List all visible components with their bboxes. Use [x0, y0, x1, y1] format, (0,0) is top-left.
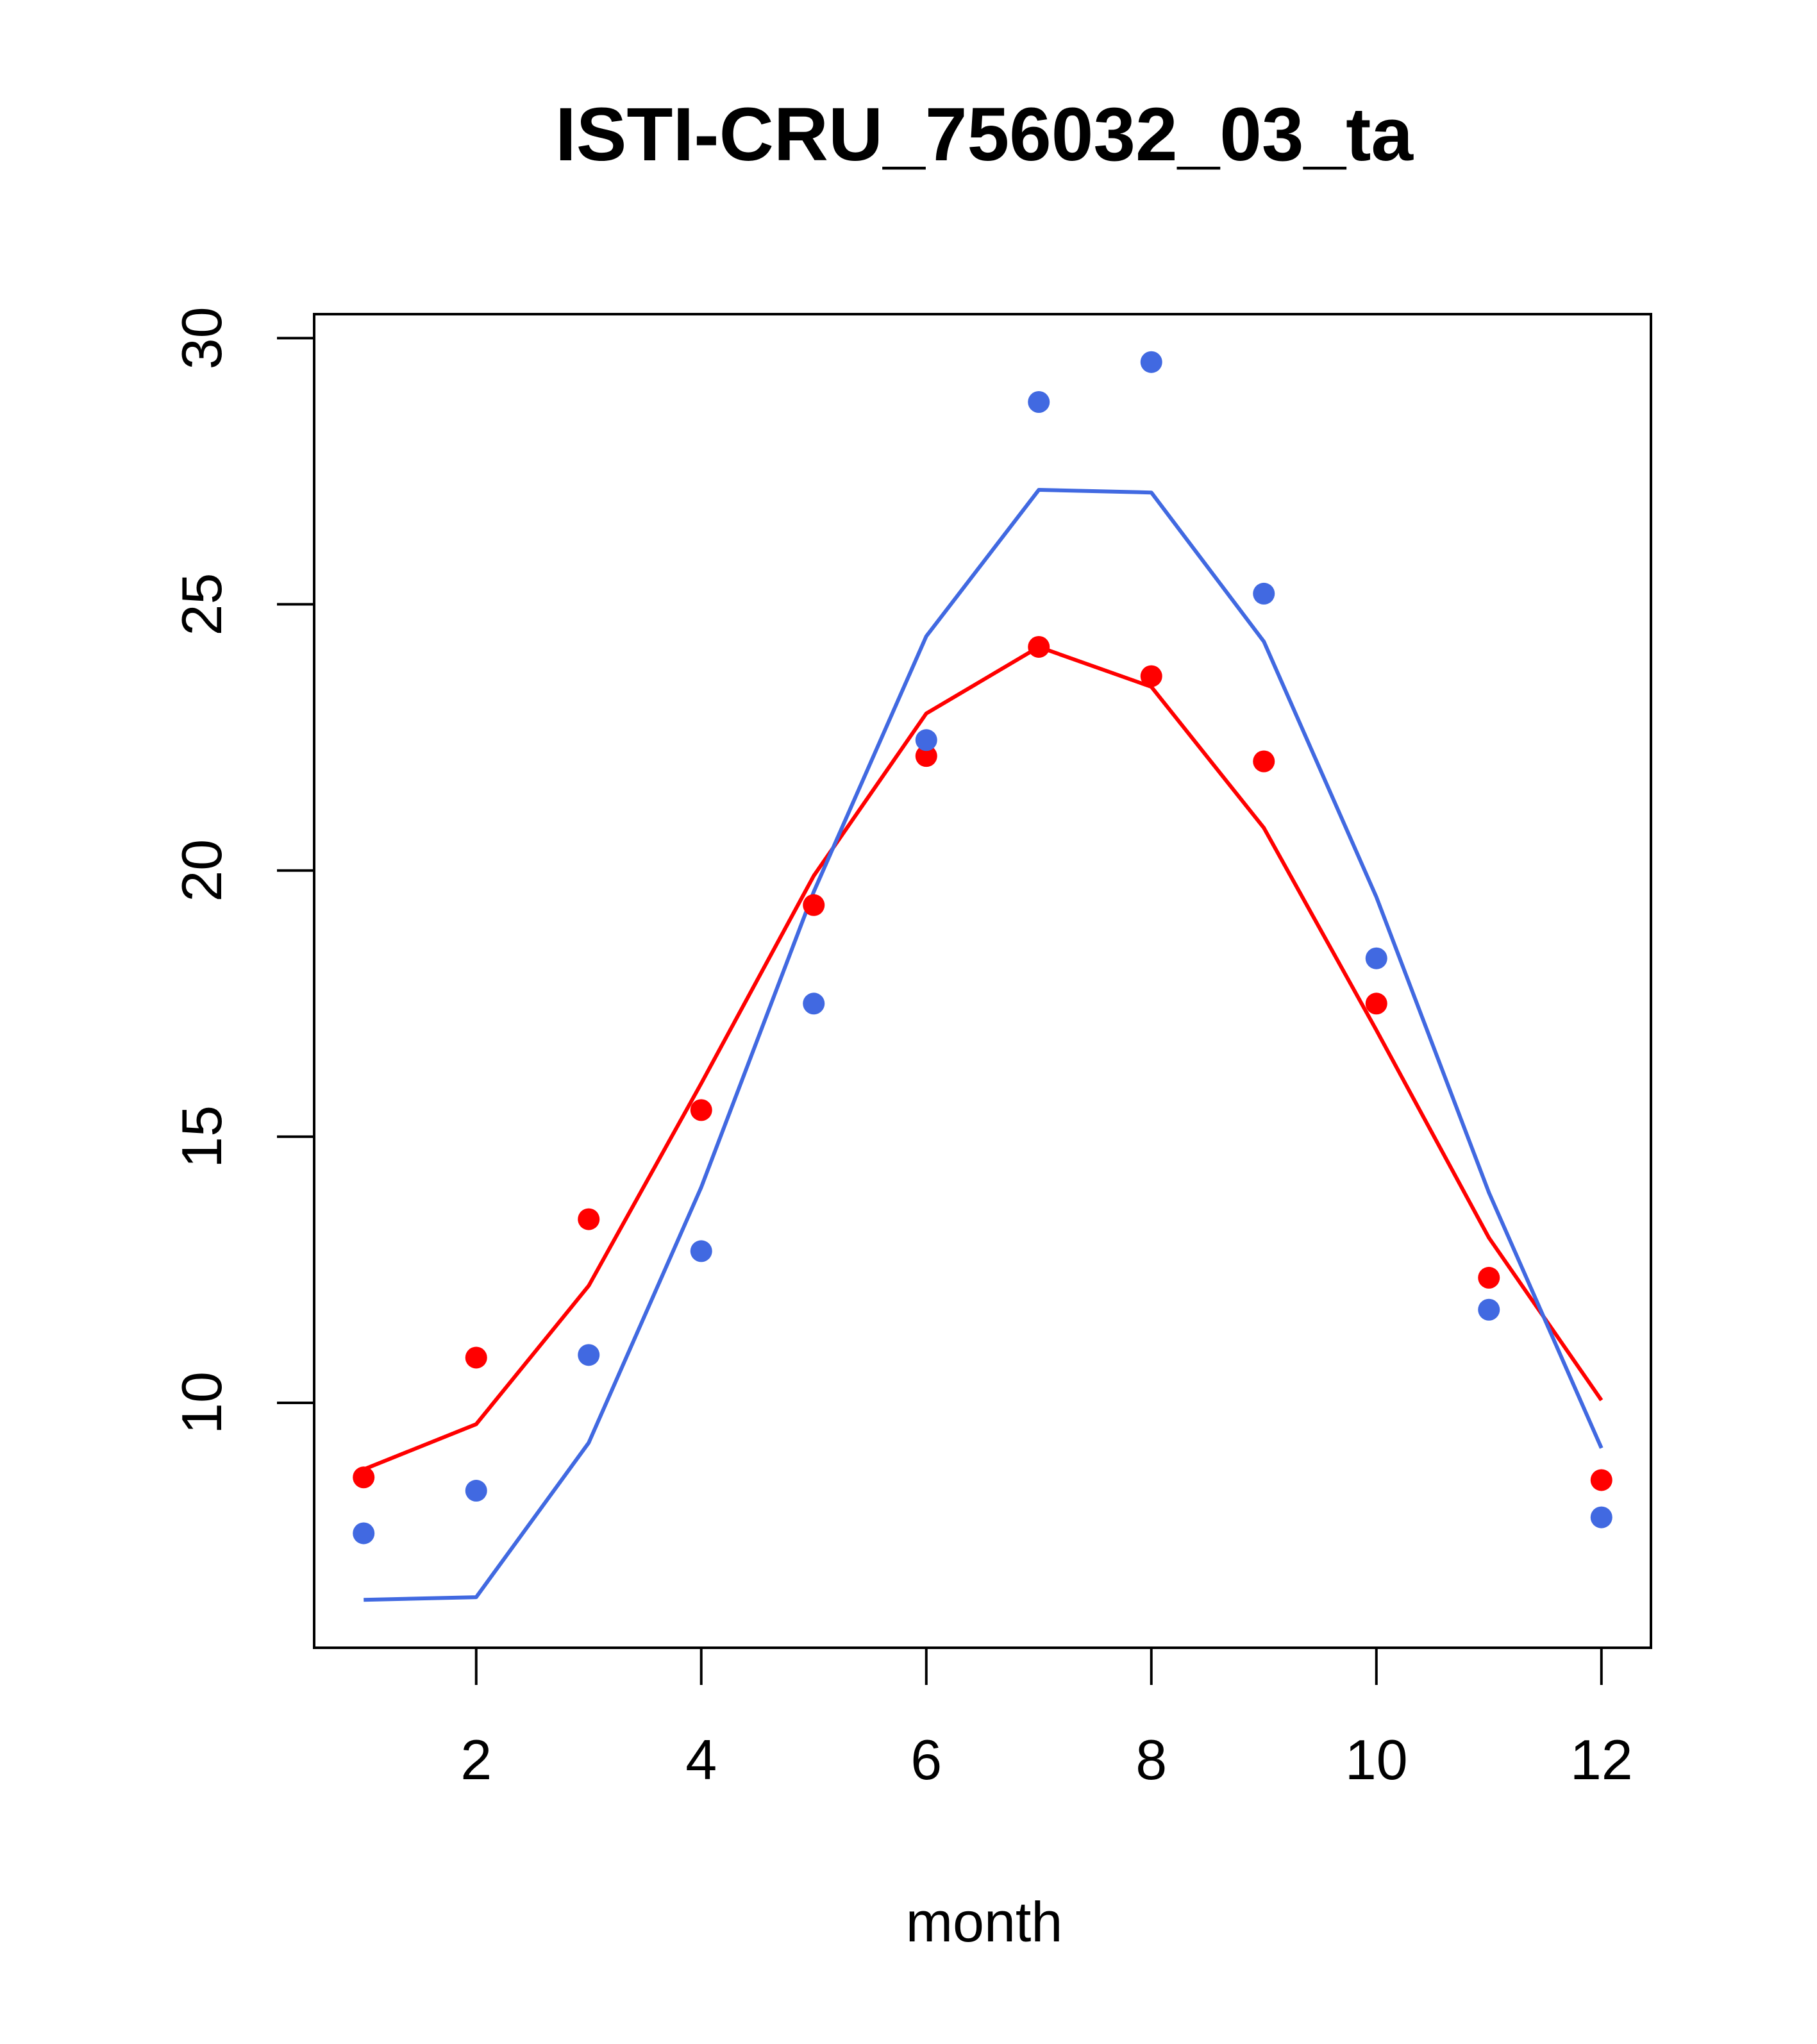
data-point [578, 1344, 600, 1366]
series-line [364, 488, 1603, 1602]
data-point [578, 1208, 600, 1230]
y-tick-label: 10 [170, 1371, 233, 1434]
data-point [1478, 1298, 1500, 1321]
data-point [353, 1466, 375, 1489]
data-point [690, 1099, 712, 1121]
data-point [1253, 750, 1275, 773]
x-tick-label: 8 [1135, 1728, 1167, 1791]
data-point [915, 745, 937, 767]
plot-frame [313, 313, 1652, 1649]
y-axis: 10 15 20 25 30 [170, 306, 315, 1434]
data-point [803, 993, 825, 1015]
data-point [465, 1480, 487, 1502]
x-tick-label: 2 [460, 1728, 492, 1791]
series-line [363, 645, 1603, 1471]
data-point [1140, 665, 1162, 687]
data-point [353, 1522, 375, 1545]
data-point [915, 729, 937, 751]
data-point [803, 894, 825, 916]
chart-title: ISTI-CRU_756032_03_ta [555, 92, 1414, 177]
data-point [1365, 993, 1387, 1015]
data-point [465, 1346, 487, 1369]
x-axis-label: month [906, 1890, 1063, 1954]
x-tick-label: 4 [685, 1728, 717, 1791]
x-tick-label: 6 [910, 1728, 942, 1791]
y-tick-label: 25 [170, 573, 233, 636]
y-tick-label: 30 [170, 306, 233, 369]
y-tick-label: 15 [170, 1105, 233, 1168]
x-tick-label: 12 [1570, 1728, 1633, 1791]
x-axis: 2 4 6 8 10 12 [460, 1646, 1633, 1791]
series-layer [353, 351, 1612, 1602]
data-point [1028, 635, 1050, 658]
data-point [1253, 582, 1275, 605]
x-tick-label: 10 [1345, 1728, 1408, 1791]
data-point [1590, 1469, 1612, 1491]
data-point [1478, 1266, 1500, 1289]
data-point [1028, 391, 1050, 414]
y-tick-label: 20 [170, 839, 233, 902]
data-point [690, 1240, 712, 1262]
data-point [1140, 351, 1162, 373]
data-point [1365, 947, 1387, 969]
data-point [1590, 1506, 1612, 1529]
